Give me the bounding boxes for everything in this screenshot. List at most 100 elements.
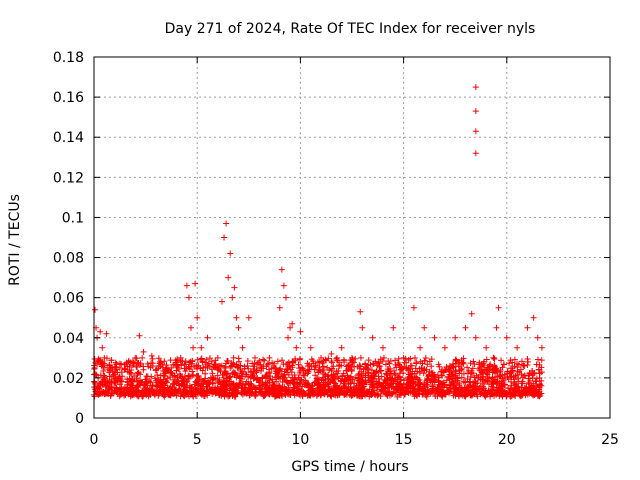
data-point (395, 361, 402, 368)
data-point (128, 370, 135, 377)
data-point (229, 381, 236, 388)
data-point (99, 344, 106, 351)
data-point (324, 381, 331, 388)
data-point (495, 304, 502, 311)
data-point (249, 360, 256, 367)
x-tick-label: 5 (193, 432, 202, 448)
data-point (401, 359, 408, 366)
data-point (439, 392, 446, 399)
data-point (374, 384, 381, 391)
data-point (140, 348, 147, 355)
data-point (283, 389, 290, 396)
data-point (436, 363, 443, 370)
data-point (206, 363, 213, 370)
data-point (490, 354, 497, 361)
data-point (163, 364, 170, 371)
data-point (494, 369, 501, 376)
data-point (344, 365, 351, 372)
data-point (352, 374, 359, 381)
data-point (122, 366, 129, 373)
data-point (135, 369, 142, 376)
data-point (281, 371, 288, 378)
x-tick-label: 15 (395, 432, 413, 448)
data-point (449, 378, 456, 385)
data-point (538, 357, 545, 364)
data-point (341, 392, 348, 399)
data-point (378, 383, 385, 390)
data-point (132, 354, 139, 361)
data-point (362, 392, 369, 399)
data-point (182, 361, 189, 368)
data-point (92, 306, 99, 313)
data-point (322, 356, 329, 363)
data-point (278, 357, 285, 364)
data-point (197, 383, 204, 390)
data-point (106, 369, 113, 376)
data-point (189, 388, 196, 395)
data-point (292, 375, 299, 382)
data-point (375, 360, 382, 367)
data-point (116, 381, 123, 388)
data-point (238, 385, 245, 392)
data-point (142, 379, 149, 386)
data-point (106, 385, 113, 392)
data-point (532, 390, 539, 397)
data-point (498, 357, 505, 364)
data-point (509, 359, 516, 366)
data-point (108, 380, 115, 387)
data-point (330, 391, 337, 398)
data-point (220, 380, 227, 387)
data-point (174, 374, 181, 381)
data-point (386, 382, 393, 389)
data-point (300, 388, 307, 395)
data-point (294, 382, 301, 389)
data-point (302, 370, 309, 377)
data-point (458, 365, 465, 372)
data-point (499, 387, 506, 394)
data-point (365, 370, 372, 377)
data-point (200, 364, 207, 371)
data-point (208, 358, 215, 365)
data-point (381, 385, 388, 392)
axis-ticks: 0 0.02 0.04 0.06 0.08 0.1 0.12 0.14 0.16 0.18 0 5 10… (53, 50, 619, 448)
data-point (105, 386, 112, 393)
data-point (128, 378, 135, 385)
data-point (314, 359, 321, 366)
data-point (214, 372, 221, 379)
data-point (388, 377, 395, 384)
y-tick-label: 0.12 (53, 170, 84, 186)
data-point (289, 388, 296, 395)
data-point (424, 361, 431, 368)
data-point (520, 374, 527, 381)
data-point (250, 370, 257, 377)
data-point (199, 367, 206, 374)
data-point (411, 354, 418, 361)
data-point (124, 389, 131, 396)
data-point (407, 389, 414, 396)
data-point (335, 367, 342, 374)
data-point (390, 324, 397, 331)
data-point (534, 356, 541, 363)
data-point (403, 364, 410, 371)
data-point (369, 334, 376, 341)
data-point (489, 383, 496, 390)
data-point (176, 370, 183, 377)
data-point (101, 360, 108, 367)
data-point (349, 392, 356, 399)
data-point (328, 386, 335, 393)
data-point (269, 379, 276, 386)
data-point (421, 384, 428, 391)
data-point (370, 376, 377, 383)
data-point (530, 314, 537, 321)
data-point (435, 377, 442, 384)
data-point (452, 357, 459, 364)
data-point (247, 380, 254, 387)
data-point (260, 365, 267, 372)
data-point (165, 368, 172, 375)
data-point (446, 374, 453, 381)
data-point (242, 371, 249, 378)
data-point (481, 366, 488, 373)
data-point (396, 382, 403, 389)
data-point (447, 381, 454, 388)
data-point (227, 364, 234, 371)
